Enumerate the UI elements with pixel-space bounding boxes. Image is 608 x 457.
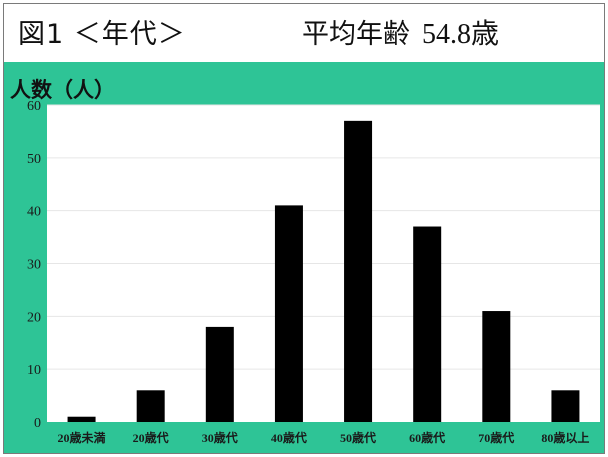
- x-tick-label: 80歳以上: [541, 430, 589, 445]
- figure-title: 図1 ＜年代＞: [18, 19, 186, 50]
- bar: [413, 226, 442, 422]
- y-tick-label: 50: [27, 152, 41, 167]
- bar: [551, 390, 580, 422]
- bar: [274, 205, 303, 422]
- average-age: 平均年齢 54.8歳: [302, 12, 499, 52]
- chart-header: 図1 ＜年代＞ 平均年齢 54.8歳: [4, 4, 604, 62]
- average-age-label: 平均年齢: [302, 19, 410, 50]
- y-tick-label: 30: [27, 258, 41, 273]
- x-tick-label: 20歳代: [133, 430, 169, 445]
- y-tick-label: 60: [27, 99, 41, 114]
- x-tick-label: 50歳代: [340, 430, 376, 445]
- y-tick-label: 0: [34, 416, 41, 431]
- bar: [136, 390, 165, 422]
- bar: [205, 326, 234, 422]
- bar-chart: 0 10 20 30 40 50 60 20歳未満 20歳代 30歳代 40歳代 50歳代 60歳代 70…: [27, 99, 600, 445]
- chart-frame: 図1 ＜年代＞ 平均年齢 54.8歳 人数（人） 0 10 20 30 40 50 60 20歳…: [3, 3, 605, 454]
- x-tick-label: 30歳代: [202, 430, 238, 445]
- y-tick-label: 10: [27, 363, 41, 378]
- y-axis-label: 人数（人）: [10, 78, 115, 102]
- average-age-value: 54.8歳: [422, 19, 500, 50]
- bar: [482, 311, 511, 422]
- bar: [67, 416, 96, 422]
- x-tick-label: 60歳代: [409, 430, 445, 445]
- chart-panel: 人数（人） 0 10 20 30 40 50 60 20歳未満 20歳代 30歳代 40歳代 50歳代…: [4, 62, 604, 453]
- y-tick-label: 40: [27, 205, 41, 220]
- x-tick-label: 70歳代: [478, 430, 514, 445]
- y-tick-label: 20: [27, 310, 41, 325]
- bar: [344, 120, 373, 422]
- x-tick-label: 20歳未満: [58, 430, 106, 445]
- x-tick-label: 40歳代: [271, 430, 307, 445]
